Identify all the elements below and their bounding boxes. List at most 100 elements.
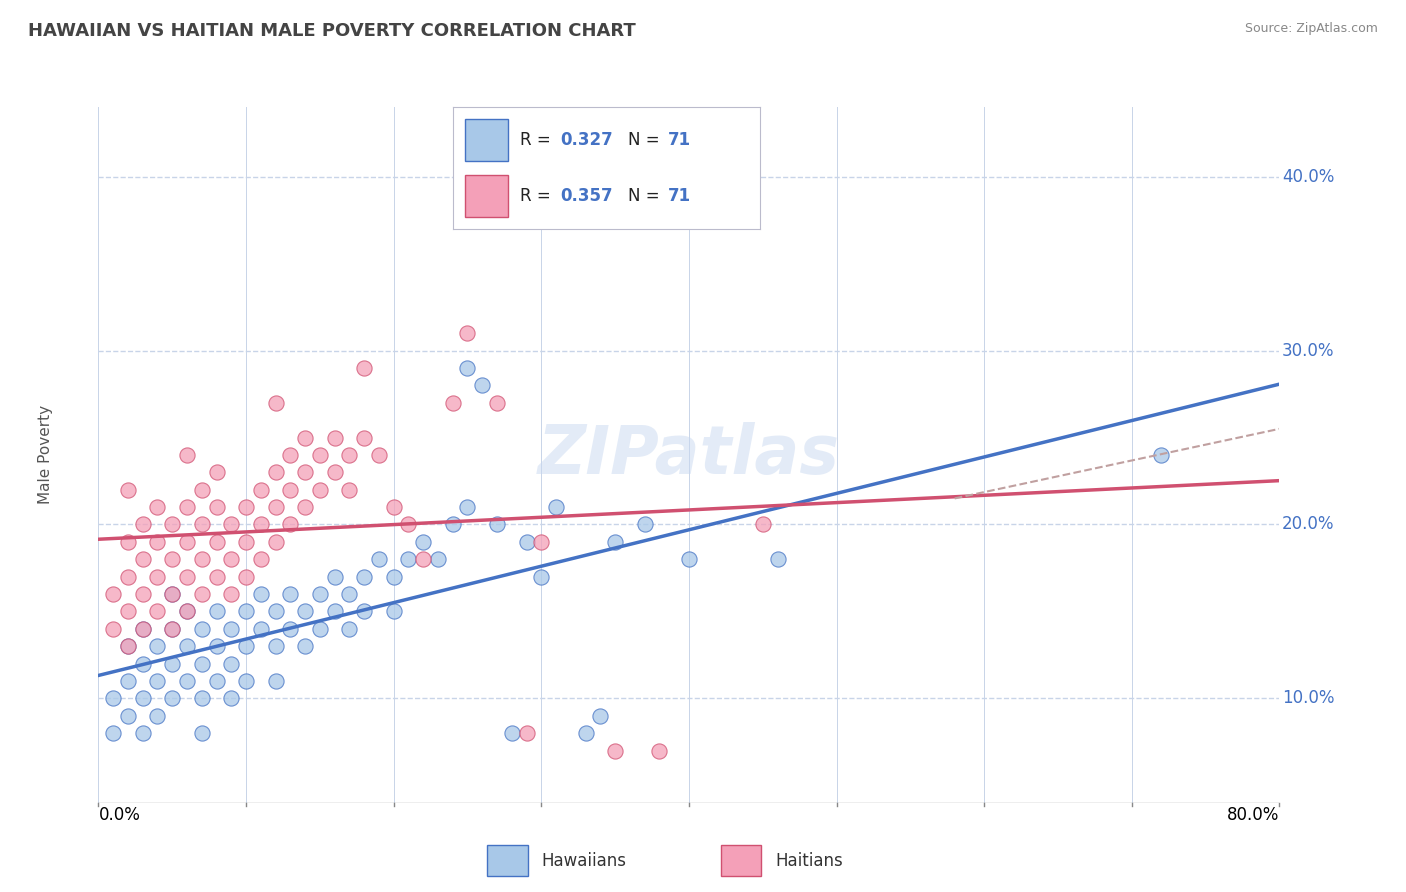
Point: [219, 552, 242, 566]
Point: [117, 708, 139, 723]
Point: [633, 517, 655, 532]
Text: ZIPatlas: ZIPatlas: [538, 422, 839, 488]
Text: R =: R =: [520, 131, 557, 149]
Point: [205, 674, 228, 689]
Point: [191, 483, 214, 497]
Point: [162, 552, 183, 566]
Point: [146, 570, 169, 584]
Point: [678, 552, 700, 566]
Point: [353, 605, 375, 619]
Point: [117, 639, 139, 653]
Point: [235, 605, 257, 619]
Point: [250, 552, 273, 566]
Point: [294, 466, 316, 480]
Text: R =: R =: [520, 187, 557, 205]
Point: [191, 726, 214, 740]
Point: [117, 674, 139, 689]
Point: [264, 639, 287, 653]
Point: [456, 361, 478, 376]
Point: [117, 534, 139, 549]
Point: [337, 622, 360, 636]
Point: [278, 517, 302, 532]
Point: [396, 552, 419, 566]
Point: [162, 587, 183, 601]
Point: [441, 517, 464, 532]
Text: N =: N =: [627, 131, 665, 149]
Point: [337, 587, 360, 601]
Point: [132, 657, 155, 671]
Point: [530, 570, 553, 584]
Point: [605, 744, 627, 758]
Text: N =: N =: [627, 187, 665, 205]
Point: [323, 570, 346, 584]
Point: [117, 483, 139, 497]
Point: [117, 570, 139, 584]
Point: [219, 657, 242, 671]
Point: [544, 500, 567, 514]
Point: [117, 605, 139, 619]
Point: [117, 639, 139, 653]
FancyBboxPatch shape: [486, 846, 527, 876]
Point: [309, 587, 332, 601]
Point: [132, 726, 155, 740]
Point: [146, 708, 169, 723]
Point: [353, 570, 375, 584]
Point: [103, 587, 125, 601]
Text: 40.0%: 40.0%: [1282, 168, 1334, 186]
Point: [103, 691, 125, 706]
Point: [146, 605, 169, 619]
Point: [146, 500, 169, 514]
Point: [162, 657, 183, 671]
Text: Haitians: Haitians: [775, 852, 842, 870]
Point: [205, 639, 228, 653]
Point: [132, 552, 155, 566]
Point: [368, 552, 391, 566]
Point: [323, 605, 346, 619]
Point: [382, 605, 405, 619]
FancyBboxPatch shape: [465, 120, 508, 161]
Point: [235, 674, 257, 689]
Point: [235, 570, 257, 584]
Point: [162, 587, 183, 601]
Point: [337, 448, 360, 462]
Point: [205, 466, 228, 480]
Point: [515, 534, 537, 549]
Text: Hawaiians: Hawaiians: [541, 852, 626, 870]
Point: [294, 605, 316, 619]
Point: [250, 622, 273, 636]
Text: 0.0%: 0.0%: [98, 806, 141, 824]
Point: [337, 483, 360, 497]
Point: [501, 726, 523, 740]
Point: [264, 674, 287, 689]
Text: 0.327: 0.327: [560, 131, 613, 149]
Point: [219, 587, 242, 601]
Point: [264, 534, 287, 549]
Point: [353, 430, 375, 444]
Point: [103, 726, 125, 740]
Text: 20.0%: 20.0%: [1282, 516, 1334, 533]
Point: [176, 605, 198, 619]
Point: [264, 500, 287, 514]
Point: [162, 622, 183, 636]
Point: [589, 708, 612, 723]
Point: [471, 378, 494, 392]
Point: [530, 534, 553, 549]
Point: [278, 587, 302, 601]
Point: [323, 430, 346, 444]
Text: 71: 71: [668, 131, 690, 149]
Point: [441, 395, 464, 409]
Text: 0.357: 0.357: [560, 187, 613, 205]
Point: [264, 605, 287, 619]
Text: 71: 71: [668, 187, 690, 205]
Point: [396, 517, 419, 532]
Point: [191, 657, 214, 671]
Point: [219, 691, 242, 706]
Point: [264, 395, 287, 409]
Point: [605, 534, 627, 549]
Point: [294, 430, 316, 444]
Text: HAWAIIAN VS HAITIAN MALE POVERTY CORRELATION CHART: HAWAIIAN VS HAITIAN MALE POVERTY CORRELA…: [28, 22, 636, 40]
Point: [456, 500, 478, 514]
Point: [103, 622, 125, 636]
Point: [766, 552, 789, 566]
Point: [176, 534, 198, 549]
